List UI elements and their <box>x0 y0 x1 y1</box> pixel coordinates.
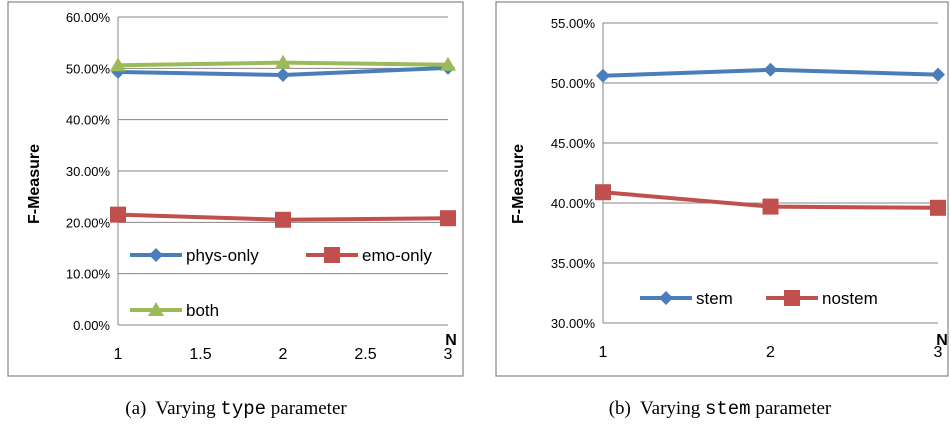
chart-a-legend-label-both: both <box>186 301 219 320</box>
chart-b-x-tick-label: 1 <box>599 344 608 361</box>
chart-a-y-axis-label: F-Measure <box>26 144 43 224</box>
chart-a-legend-label-phys-only: phys-only <box>186 246 259 265</box>
chart-b-legend: stem nostem <box>640 289 878 308</box>
chart-a-x-tick-label: 2.5 <box>354 346 376 363</box>
chart-a-y-tick-label: 30.00% <box>66 164 111 179</box>
caption-a-suffix: parameter <box>266 398 347 419</box>
chart-b-legend-marker-nostem <box>784 290 800 306</box>
chart-a-y-tick-label: 0.00% <box>73 318 110 333</box>
chart-a-y-tick-label: 60.00% <box>66 10 111 25</box>
chart-a-y-tick-label: 10.00% <box>66 267 111 282</box>
chart-b-y-tick-label: 30.00% <box>551 316 596 331</box>
chart-a-series <box>110 54 456 228</box>
chart-a-y-tick-label: 40.00% <box>66 113 111 128</box>
chart-a-point-emo-only <box>275 211 291 228</box>
chart-b-x-tick-label: 3 <box>934 344 943 361</box>
chart-b-y-ticks: 30.00% 35.00% 40.00% 45.00% 50.00% 55.00% <box>551 16 596 331</box>
chart-b-point-nostem <box>930 199 946 216</box>
chart-b-legend-label-stem: stem <box>696 289 733 308</box>
chart-b-frame <box>495 1 949 377</box>
chart-a-x-ticks: 1 1.5 2 2.5 3 <box>114 346 453 363</box>
chart-a-x-axis-label: N <box>445 332 457 349</box>
chart-b-point-stem <box>931 67 945 82</box>
chart-a-y-tick-label: 20.00% <box>66 215 111 230</box>
chart-b-legend-marker-stem <box>659 291 673 305</box>
chart-b-point-nostem <box>762 198 779 215</box>
chart-a-point-both <box>275 54 291 69</box>
caption-b-suffix: parameter <box>751 398 832 419</box>
caption-a: (a) Varying type parameter <box>125 398 347 420</box>
chart-b-y-tick-label: 45.00% <box>551 136 596 151</box>
chart-a-x-tick-label: 3 <box>444 346 453 363</box>
chart-b-point-stem <box>596 68 610 83</box>
caption-a-prefix: (a) Varying <box>125 398 220 419</box>
chart-b-point-stem <box>763 62 778 77</box>
chart-a-legend-label-emo-only: emo-only <box>362 246 432 265</box>
caption-a-code: type <box>220 398 266 420</box>
chart-a-legend-marker-emo-only <box>324 247 340 263</box>
chart-b-legend-label-nostem: nostem <box>822 289 878 308</box>
chart-b-point-nostem <box>595 184 611 201</box>
chart-b-x-axis-label: N <box>936 332 948 349</box>
chart-a-point-both <box>440 56 456 71</box>
chart-b-y-tick-label: 40.00% <box>551 196 596 211</box>
chart-b: 30.00% 35.00% 40.00% 45.00% 50.00% 55.00% 1 2 3… <box>495 1 949 377</box>
chart-a-y-tick-label: 50.00% <box>66 61 111 76</box>
chart-a: 0.00% 10.00% 20.00% 30.00% 40.00% 50.00% 60.00… <box>7 1 464 377</box>
chart-b-y-tick-label: 50.00% <box>551 76 596 91</box>
chart-b-x-ticks: 1 2 3 <box>599 344 943 361</box>
chart-a-x-tick-label: 1 <box>114 346 123 363</box>
chart-a-legend-marker-phys-only <box>149 248 163 262</box>
caption-b: (b) Varying stem parameter <box>609 398 832 420</box>
chart-b-y-tick-label: 55.00% <box>551 16 596 31</box>
chart-b-x-tick-label: 2 <box>766 344 775 361</box>
chart-a-legend-marker-both <box>148 302 164 316</box>
chart-b-y-axis-label: F-Measure <box>510 144 527 224</box>
chart-b-gridlines <box>602 22 938 324</box>
chart-a-legend: phys-only emo-only both <box>130 246 432 320</box>
chart-a-y-ticks: 0.00% 10.00% 20.00% 30.00% 40.00% 50.00% 60.00… <box>66 10 111 333</box>
chart-a-point-both <box>110 57 126 72</box>
chart-a-point-emo-only <box>440 210 456 227</box>
chart-a-x-tick-label: 1.5 <box>189 346 211 363</box>
chart-b-y-tick-label: 35.00% <box>551 256 596 271</box>
chart-a-point-emo-only <box>110 206 126 223</box>
caption-b-code: stem <box>705 398 751 420</box>
chart-a-point-phys-only <box>276 68 290 83</box>
chart-b-series <box>595 62 946 216</box>
caption-b-prefix: (b) Varying <box>609 398 705 419</box>
chart-a-x-tick-label: 2 <box>279 346 288 363</box>
